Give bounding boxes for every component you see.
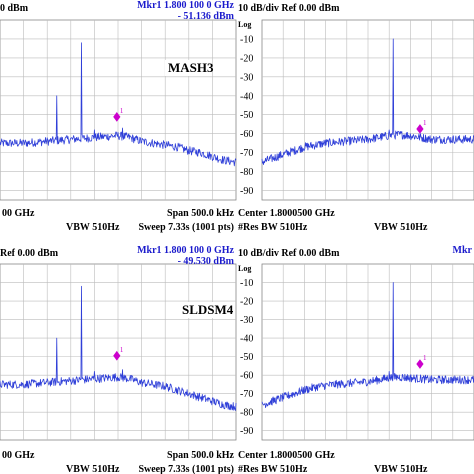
y-tick-label: -30 (240, 72, 253, 83)
method-label-bg (179, 302, 233, 318)
footer-text: Sweep 7.33s (1001 pts) (138, 464, 234, 474)
marker-label: 1 (423, 354, 427, 362)
scale-label: Log (238, 20, 251, 29)
marker-diamond (416, 124, 424, 134)
y-tick-label: -90 (240, 186, 253, 197)
y-tick-label: -70 (240, 148, 253, 159)
y-tick-label: -80 (240, 408, 253, 419)
y-tick-label: -30 (240, 315, 253, 326)
footer-text: Span 500.0 kHz (167, 208, 235, 219)
spectrum-panel-2: -10 -20 -30 -40 -50 -60 -70 -80 -90 Log 10 dB/div … (238, 3, 474, 233)
spectrum-trace (0, 42, 237, 167)
marker-diamond (416, 359, 424, 369)
y-tick-label: -90 (240, 426, 253, 437)
y-tick-label: -80 (240, 167, 253, 178)
y-tick-label: -60 (240, 371, 253, 382)
footer-text: VBW 510Hz (374, 464, 428, 474)
header-reference: 0 dBm (0, 3, 29, 14)
marker-label: 1 (423, 119, 427, 127)
scale-label: Log (238, 264, 251, 273)
marker-label: 1 (120, 346, 124, 354)
y-tick-label: -10 (240, 34, 253, 45)
y-tick-label: -50 (240, 110, 253, 121)
y-tick-label: -20 (240, 297, 253, 308)
spectrum-trace (0, 285, 237, 411)
footer-text: Center 1.8000500 GHz (238, 450, 335, 461)
spectrum-trace (261, 282, 474, 409)
footer-text: Center 1.8000500 GHz (238, 208, 335, 219)
spectrum-trace (261, 38, 474, 166)
y-tick-label: -10 (240, 278, 253, 289)
y-tick-label: -70 (240, 389, 253, 400)
y-tick-label: -40 (240, 334, 253, 345)
footer-text: #Res BW 510Hz (238, 222, 308, 233)
y-tick-label: -40 (240, 91, 253, 102)
method-label: SLDSM4 (182, 302, 234, 317)
header-reference: 10 dB/div Ref 0.00 dBm (238, 3, 340, 14)
y-tick-label: -60 (240, 129, 253, 140)
marker-readout: Mkr1 1.800 100 0 GHz (137, 0, 234, 11)
method-label: MASH3 (168, 60, 214, 75)
footer-text: Span 500.0 kHz (167, 450, 235, 461)
footer-text: 00 GHz (2, 450, 35, 461)
spectrum-panel-1: 0 dBm Mkr1 1.800 100 0 GHz- 51.136 dBm 1 MA… (0, 0, 237, 233)
footer-text: VBW 510Hz (374, 222, 428, 233)
marker-readout: - 49.530 dBm (178, 256, 235, 267)
spectrum-panel-3: Ref 0.00 dBm Mkr1 1.800 100 0 GHz- 49.530… (0, 245, 237, 474)
spectrum-panel-4: -10 -20 -30 -40 -50 -60 -70 -80 -90 Log 10 dB/div … (238, 245, 474, 474)
marker-diamond (113, 112, 121, 122)
marker-diamond (113, 350, 121, 361)
y-tick-label: -20 (240, 53, 253, 64)
marker-label: 1 (120, 107, 124, 115)
footer-text: 00 GHz (2, 208, 35, 219)
header-reference: Ref 0.00 dBm (0, 248, 59, 259)
method-label-bg (165, 60, 211, 76)
marker-readout: Mkr1 1.800 100 0 GHz (137, 245, 234, 256)
header-reference: 10 dB/div Ref 0.00 dBm (238, 248, 340, 259)
y-tick-label: -50 (240, 352, 253, 363)
footer-text: #Res BW 510Hz (238, 464, 308, 474)
marker-readout: - 51.136 dBm (178, 11, 235, 22)
footer-text: VBW 510Hz (66, 464, 120, 474)
footer-text: VBW 510Hz (66, 222, 120, 233)
marker-readout: Mkr (453, 245, 473, 256)
footer-text: Sweep 7.33s (1001 pts) (138, 222, 234, 233)
